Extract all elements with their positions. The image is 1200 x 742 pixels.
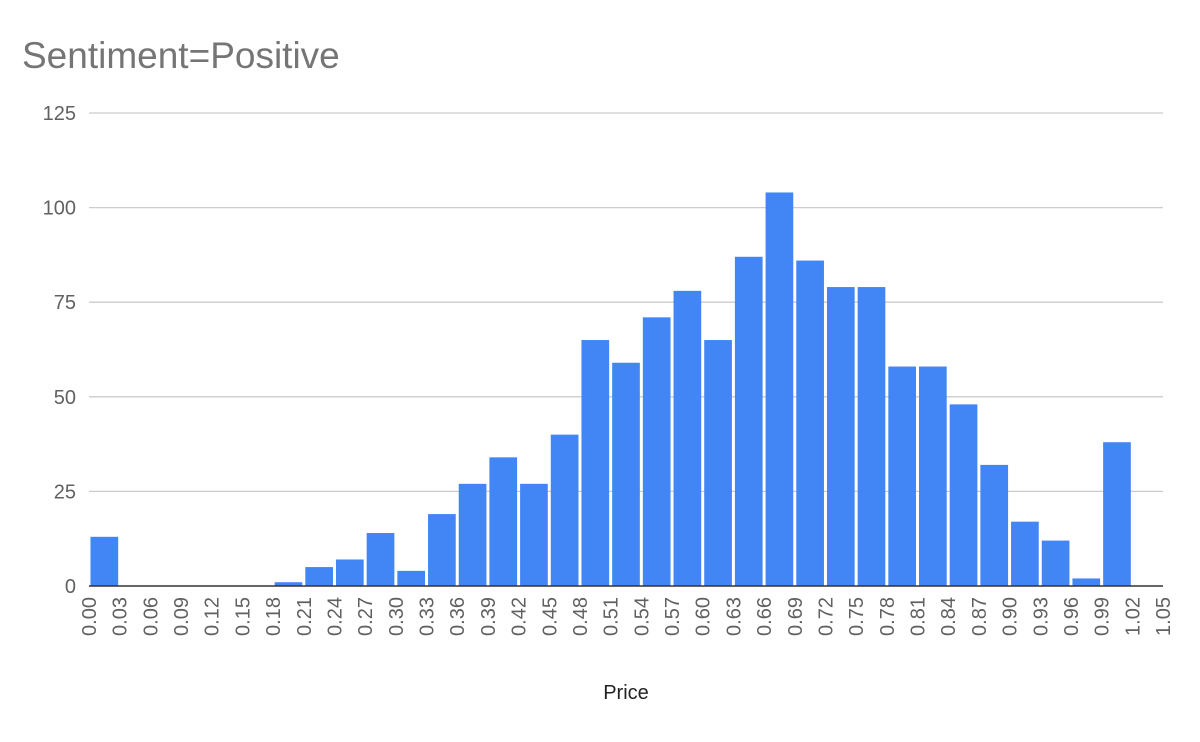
x-tick-label: 0.45 <box>539 597 561 636</box>
bar <box>305 567 333 586</box>
x-axis-label: Price <box>603 682 649 704</box>
x-tick-label: 0.39 <box>478 597 500 636</box>
x-tick-label: 0.06 <box>140 597 162 636</box>
x-tick-label: 0.30 <box>386 597 408 636</box>
bar <box>980 464 1009 586</box>
bar <box>673 290 702 586</box>
x-tick-label: 0.69 <box>785 597 807 636</box>
bar <box>581 340 610 586</box>
bar <box>274 582 303 586</box>
x-tick-label: 0.51 <box>601 597 623 636</box>
bar <box>397 570 426 586</box>
x-tick-label: 0.33 <box>417 597 439 636</box>
bar <box>1072 578 1101 586</box>
bar <box>1103 442 1131 586</box>
y-tick-label: 75 <box>54 292 76 314</box>
bar <box>949 404 978 586</box>
y-tick-label: 100 <box>43 198 76 220</box>
y-axis-ticks: 0 25 50 75 100 125 <box>43 103 76 598</box>
y-tick-label: 125 <box>43 103 76 125</box>
y-tick-label: 25 <box>54 481 76 503</box>
bar <box>428 514 456 586</box>
x-tick-label: 0.90 <box>1000 597 1022 636</box>
bars <box>90 192 1131 587</box>
bar <box>796 260 824 586</box>
bar <box>550 434 579 586</box>
x-tick-label: 0.21 <box>294 597 316 636</box>
x-tick-label: 0.24 <box>324 597 346 636</box>
x-tick-label: 0.00 <box>79 597 101 636</box>
x-tick-label: 0.75 <box>846 597 868 636</box>
bar <box>520 483 548 586</box>
bar <box>734 256 763 586</box>
x-tick-label: 0.57 <box>662 597 684 636</box>
bar <box>642 317 671 586</box>
bar <box>1011 521 1039 586</box>
x-tick-label: 0.78 <box>877 597 899 636</box>
bar <box>919 366 947 586</box>
x-tick-label: 1.02 <box>1122 597 1144 636</box>
bar <box>826 287 855 586</box>
chart-title: Sentiment=Positive <box>22 35 340 76</box>
bar <box>612 362 640 586</box>
x-tick-label: 0.66 <box>754 597 776 636</box>
bar <box>366 533 395 586</box>
bar <box>489 457 518 586</box>
x-tick-label: 0.15 <box>232 597 254 636</box>
bar <box>704 340 732 586</box>
x-tick-label: 0.87 <box>969 597 991 636</box>
bar <box>90 536 119 586</box>
x-tick-label: 0.63 <box>723 597 745 636</box>
bar <box>1041 540 1070 586</box>
x-tick-label: 0.09 <box>171 597 193 636</box>
x-tick-label: 0.96 <box>1061 597 1083 636</box>
x-tick-label: 0.54 <box>631 597 653 636</box>
x-tick-label: 0.27 <box>355 597 377 636</box>
bar <box>458 483 487 586</box>
x-tick-label: 0.72 <box>815 597 837 636</box>
x-tick-label: 0.84 <box>938 597 960 636</box>
x-tick-label: 0.18 <box>263 597 285 636</box>
x-tick-label: 0.48 <box>570 597 592 636</box>
bar <box>857 287 886 586</box>
x-tick-label: 0.81 <box>908 597 930 636</box>
x-axis-ticks: 0.00 0.03 0.06 0.09 0.12 0.15 0.18 0.21 0.24 0.27… <box>79 597 1175 636</box>
x-tick-label: 0.36 <box>447 597 469 636</box>
x-tick-label: 0.42 <box>509 597 531 636</box>
x-tick-label: 0.60 <box>693 597 715 636</box>
x-tick-label: 0.99 <box>1092 597 1114 636</box>
bar <box>888 366 917 586</box>
bar <box>335 559 364 586</box>
y-tick-label: 0 <box>65 576 76 598</box>
x-tick-label: 0.12 <box>202 597 224 636</box>
y-tick-label: 50 <box>54 387 76 409</box>
x-tick-label: 0.03 <box>110 597 132 636</box>
x-tick-label: 1.05 <box>1153 597 1175 636</box>
bar <box>765 192 794 587</box>
x-tick-label: 0.93 <box>1030 597 1052 636</box>
